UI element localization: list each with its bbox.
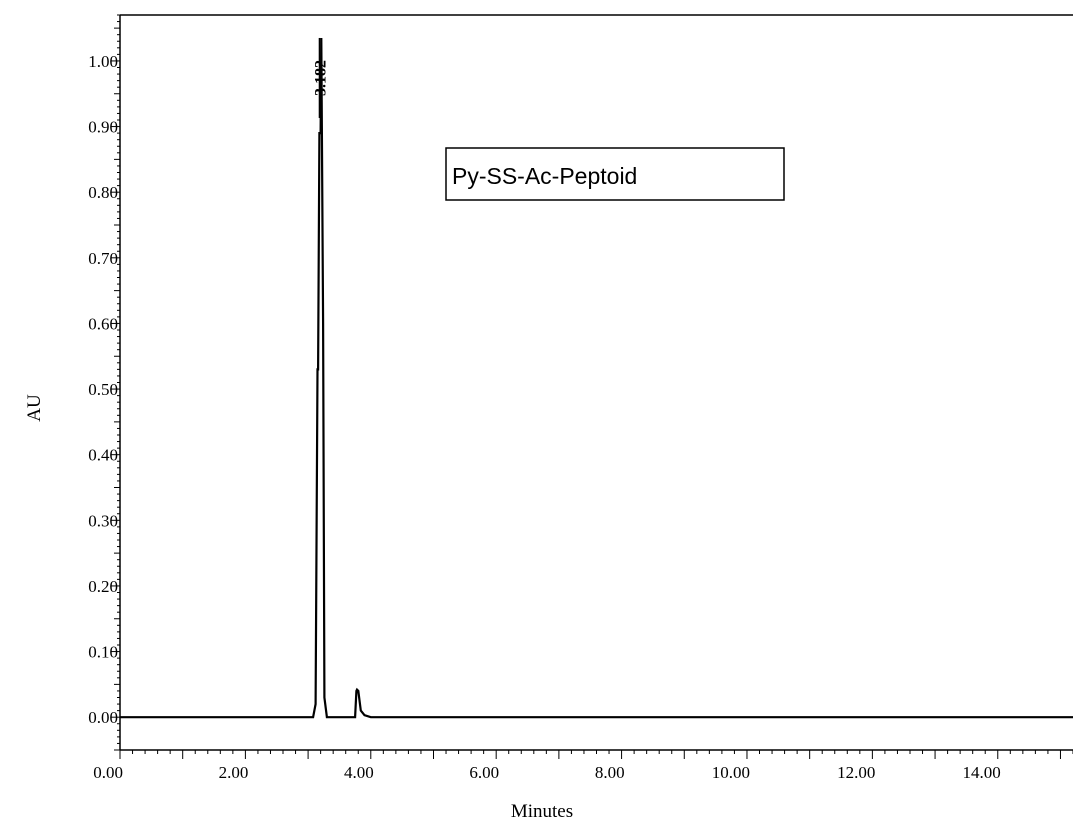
y-tick-label: 1.00	[88, 52, 118, 71]
x-tick-label: 6.00	[469, 763, 499, 782]
x-tick-label: 2.00	[219, 763, 249, 782]
y-tick-label: 0.90	[88, 118, 118, 137]
x-tick-label: 0.00	[93, 763, 123, 782]
peak-annotations: 3.182	[313, 37, 330, 118]
y-tick-label: 0.10	[88, 643, 118, 662]
x-tick-label: 8.00	[595, 763, 625, 782]
y-axis-title: AU	[24, 394, 45, 422]
y-tick-label: 0.50	[88, 380, 118, 399]
y-tick-label: 0.60	[88, 314, 118, 333]
y-tick-label: 0.70	[88, 249, 118, 268]
x-tick-label: 10.00	[712, 763, 750, 782]
legend: Py-SS-Ac-Peptoid	[445, 147, 785, 201]
series-trace	[120, 37, 1073, 719]
x-axis-ticks: 0.00 2.00 4.00 6.00 8.00 10.00 12.00 14.00	[93, 750, 1073, 782]
x-tick-label: 12.00	[837, 763, 875, 782]
axes	[119, 14, 1073, 751]
legend-label: Py-SS-Ac-Peptoid	[452, 163, 637, 189]
y-axis-ticks: 0.00 0.10 0.20 0.30 0.40 0.50 0.60 0.70 0.80 0.90…	[88, 14, 120, 751]
x-tick-label: 4.00	[344, 763, 374, 782]
x-axis-title: Minutes	[511, 801, 573, 822]
x-tick-label: 14.00	[963, 763, 1001, 782]
y-tick-label: 0.30	[88, 511, 118, 530]
y-tick-label: 0.20	[88, 577, 118, 596]
y-tick-label: 0.80	[88, 183, 118, 202]
legend-box	[445, 147, 785, 201]
y-tick-label: 0.40	[88, 446, 118, 465]
series-layer	[120, 37, 1073, 719]
peak-label: 3.182	[313, 60, 330, 96]
y-tick-label: 0.00	[88, 708, 118, 727]
